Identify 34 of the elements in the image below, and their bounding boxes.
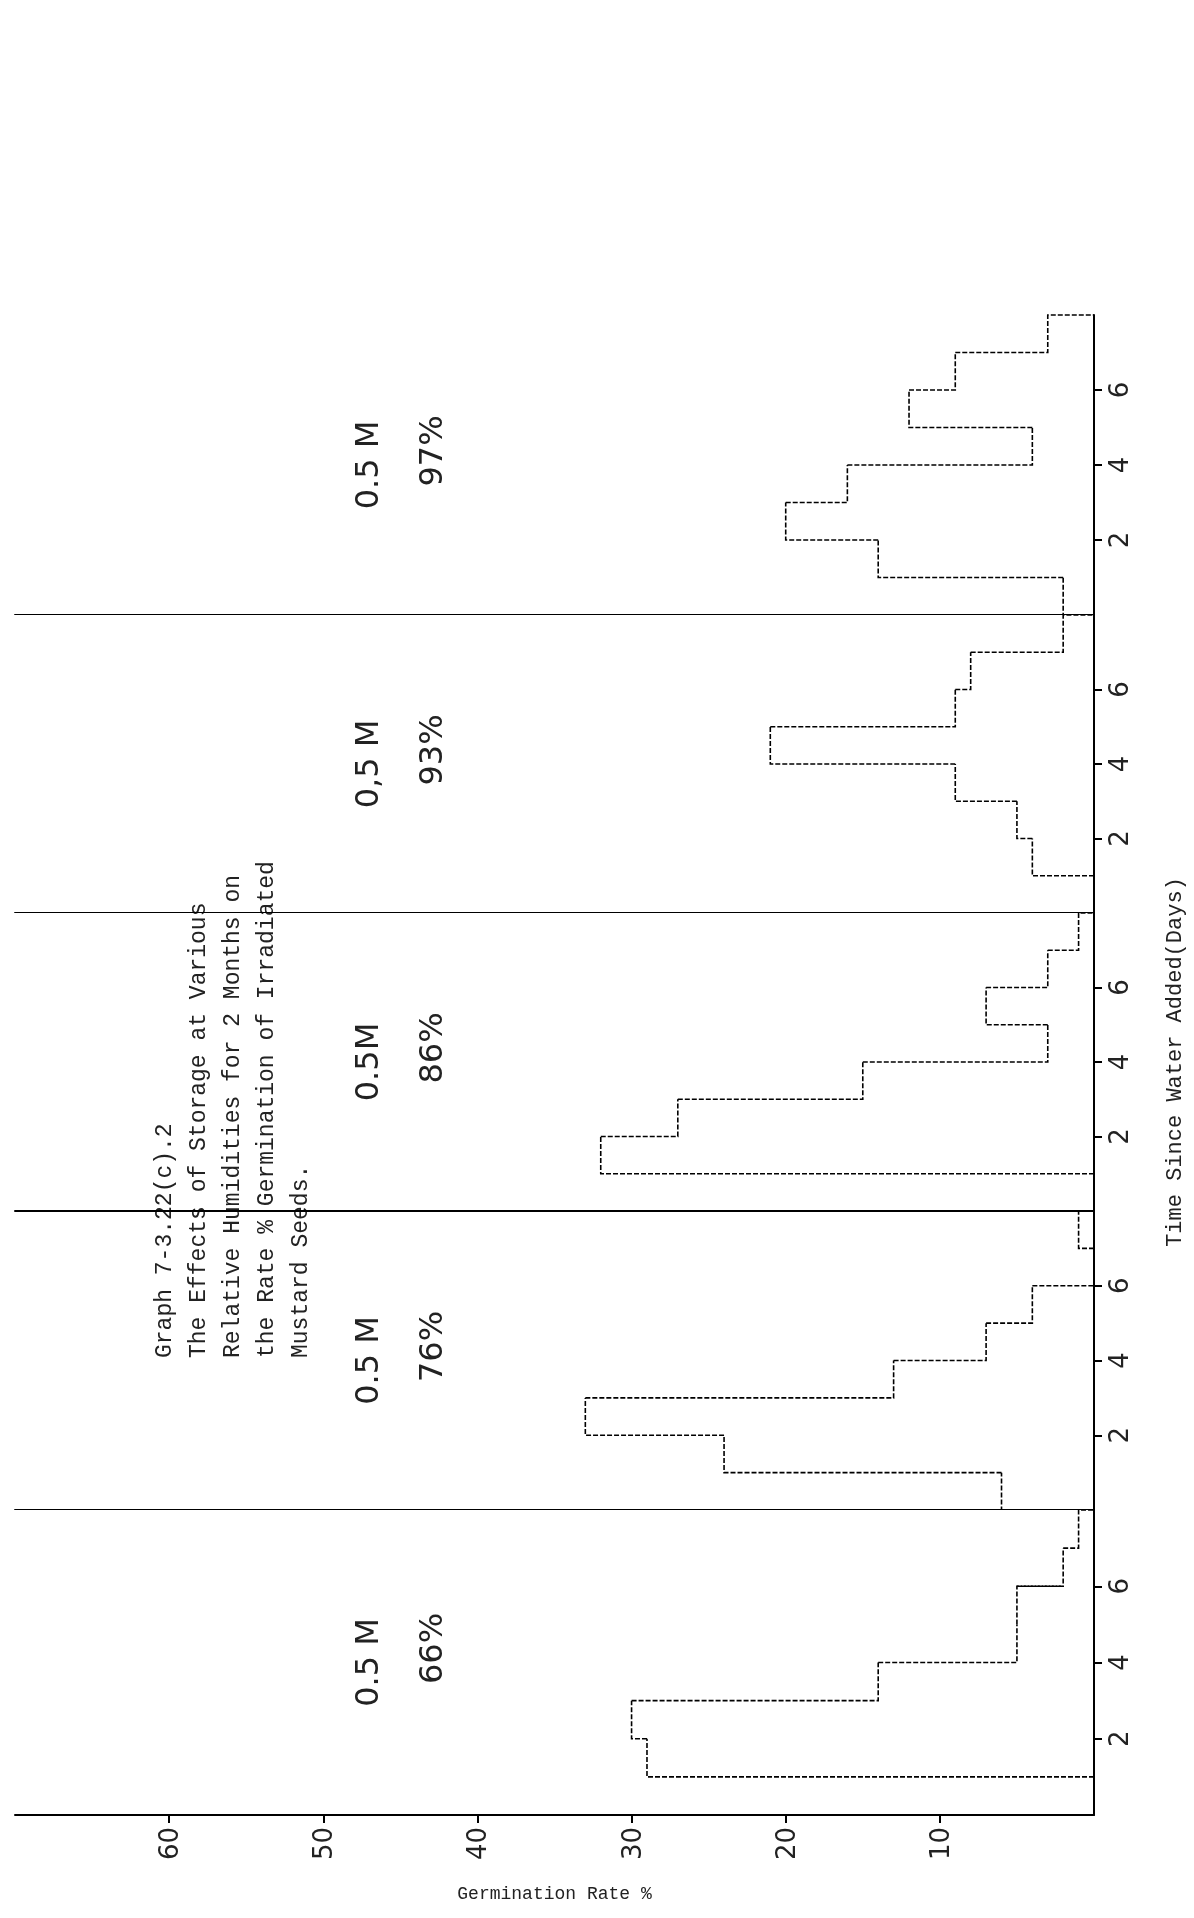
y-tick-label: 2	[1104, 830, 1134, 847]
annotation: 93%	[412, 714, 450, 786]
y-tick-label: 4	[1104, 1352, 1134, 1369]
annotation: 0.5 M	[348, 1618, 386, 1707]
annotation: 86%	[412, 1012, 450, 1084]
y-tick-label: 4	[1104, 456, 1134, 474]
y-tick-label: 6	[1104, 1277, 1134, 1295]
y-tick-label: 6	[1104, 681, 1134, 698]
annotation: 0.5M	[348, 1022, 386, 1102]
y-tick-label: 4	[1104, 1053, 1134, 1071]
annotation: 76%	[412, 1310, 450, 1383]
x-tick-label: 30	[616, 1827, 647, 1861]
annotation: 0.5 M	[348, 1316, 386, 1405]
y-tick-label: 4	[1104, 1654, 1134, 1671]
annotation: 0.5 M	[348, 420, 386, 510]
y-tick-label: 6	[1104, 381, 1134, 399]
x-tick-label: 10	[924, 1827, 955, 1861]
y-tick-label: 6	[1104, 1577, 1134, 1595]
y-tick-label: 2	[1104, 1426, 1134, 1444]
y-tick-label: 6	[1104, 979, 1134, 996]
y-tick-label: 2	[1104, 531, 1134, 549]
y-tick-label: 2	[1104, 1128, 1134, 1145]
x-tick-label: 40	[462, 1827, 493, 1861]
y-tick-label: 2	[1104, 1730, 1134, 1748]
annotation: 66%	[412, 1612, 450, 1685]
x-tick-label: 20	[770, 1827, 801, 1861]
x-tick-label: 60	[154, 1827, 185, 1861]
y-axis-title: Time Since Water Added(Days)	[1162, 877, 1188, 1247]
x-tick-label: 50	[308, 1827, 339, 1861]
annotation: 97%	[412, 415, 450, 487]
x-axis-title: Germination Rate %	[457, 1884, 652, 1904]
annotation: 0,5 M	[348, 719, 386, 809]
y-tick-label: 4	[1104, 755, 1134, 773]
chart-title: Graph 7-3.22(c).2 The Effects of Storage at Various Relative Humidities for 2 Months on the Rate % Germination of Irradiated Mustard Seeds.	[152, 861, 314, 1358]
